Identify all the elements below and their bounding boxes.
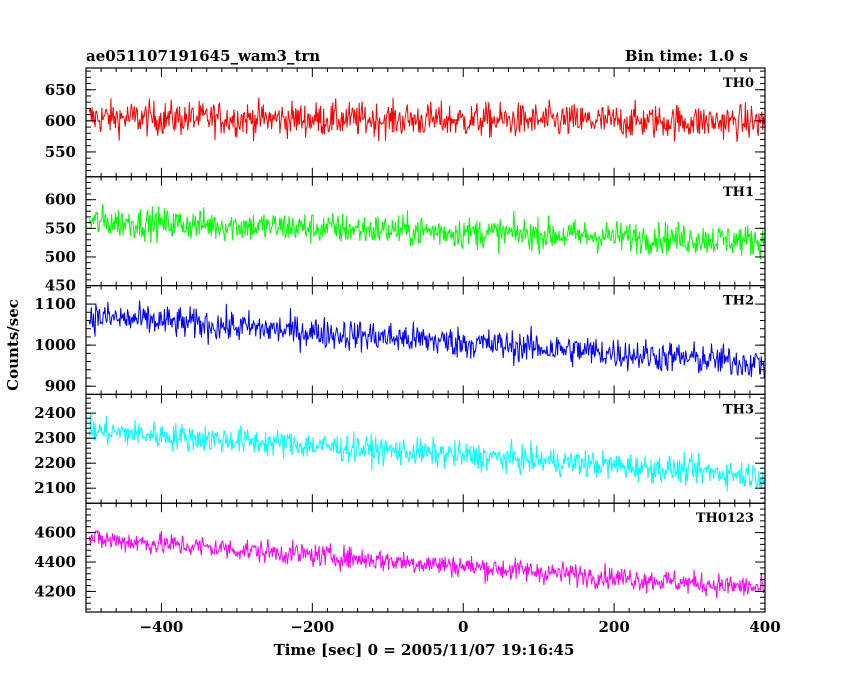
x-tick-label: −400 [139,618,183,636]
panel-th3: TH3 2100 2200 2300 2400 [34,393,766,504]
panel-th0123: TH0123 4200 4400 4600 [34,502,766,613]
panel-label-th0123: TH0123 [696,511,754,526]
y-tick-label: 600 [45,191,76,209]
x-tick-label: 400 [749,618,780,636]
panel-label-th1: TH1 [723,185,754,200]
series-line-th0123 [88,530,765,599]
y-tick-label: 450 [45,277,76,295]
series-line-th0 [88,97,765,143]
y-tick-label: 500 [45,248,76,266]
panel-th2: TH2 900 1000 1100 [34,285,766,395]
y-tick-label: 2400 [34,404,76,422]
panel-th1: TH1 450 500 550 600 [45,176,766,295]
panel-label-th2: TH2 [723,294,754,309]
panel-label-th0: TH0 [723,76,754,91]
y-axis-title: Counts/sec [4,299,22,391]
y-tick-label: 650 [45,81,76,99]
y-tick-label: 4200 [34,582,76,600]
x-axis-title: Time [sec] 0 = 2005/11/07 19:16:45 [274,641,575,659]
y-tick-label: 2100 [34,479,76,497]
panels-group: TH0 550 600 650 TH1 450 500 550 600 TH2 900 1000 110… [34,67,781,636]
bin-time-label: Bin time: 1.0 s [625,47,748,65]
y-tick-label: 1000 [34,336,76,354]
x-tick-label: 200 [598,618,629,636]
y-tick-label: 550 [45,219,76,237]
series-line-th1 [88,204,765,260]
y-tick-label: 550 [45,143,76,161]
x-tick-label: −200 [290,618,334,636]
series-line-th3 [88,412,765,492]
panel-frame [85,502,766,613]
y-tick-label: 1100 [34,295,76,313]
series-line-th2 [88,300,765,378]
panel-th0: TH0 550 600 650 [45,67,766,178]
y-tick-label: 900 [45,377,76,395]
y-tick-label: 4600 [34,524,76,542]
y-tick-label: 2200 [34,454,76,472]
panel-label-th3: TH3 [723,402,754,417]
y-tick-label: 2300 [34,429,76,447]
x-tick-label: 0 [458,618,468,636]
y-tick-label: 600 [45,112,76,130]
chart-title: ae051107191645_wam3_trn [86,47,320,65]
y-tick-label: 4400 [34,553,76,571]
